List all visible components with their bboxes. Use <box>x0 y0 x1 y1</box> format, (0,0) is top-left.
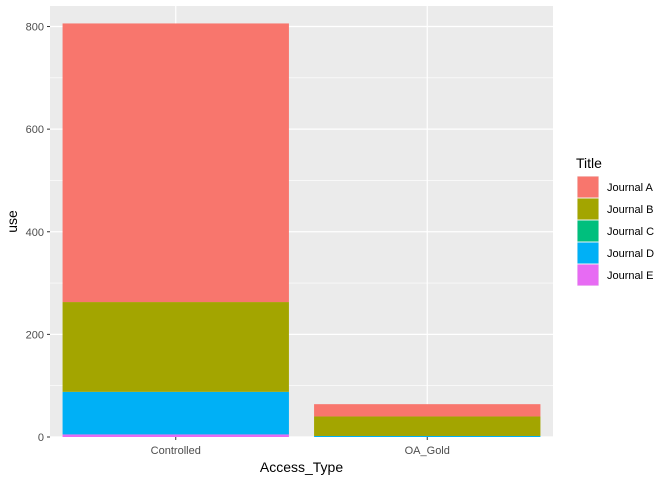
x-tick-label: OA_Gold <box>405 445 450 457</box>
bar-segment <box>314 416 541 436</box>
x-axis-title: Access_Type <box>260 459 343 475</box>
bar-segment <box>62 302 289 392</box>
y-tick-label: 600 <box>26 124 44 136</box>
legend-label: Journal D <box>607 248 654 260</box>
bar-segment <box>62 391 289 435</box>
bar-segment <box>314 404 541 417</box>
x-tick-label: Controlled <box>151 445 201 457</box>
y-axis: 0 200 400 600 800 <box>26 22 50 444</box>
bar-segment <box>62 434 289 437</box>
legend-title: Title <box>576 155 602 171</box>
y-tick-label: 0 <box>38 432 44 444</box>
bars-layer <box>62 23 541 437</box>
bar-segment <box>314 435 541 437</box>
legend-swatch <box>577 264 599 286</box>
legend-swatch <box>577 242 599 264</box>
legend-label: Journal E <box>607 270 653 282</box>
y-tick-label: 200 <box>26 329 44 341</box>
legend-label: Journal C <box>607 226 654 238</box>
legend: Title Journal A Journal B Journal C Journal… <box>576 155 654 286</box>
legend-swatch <box>577 198 599 220</box>
legend-label: Journal A <box>607 182 654 194</box>
y-axis-title: use <box>4 210 20 233</box>
y-tick-label: 400 <box>26 227 44 239</box>
y-tick-label: 800 <box>26 22 44 34</box>
x-axis: Controlled OA_Gold <box>151 437 450 457</box>
legend-swatch <box>577 220 599 242</box>
bar-segment <box>62 23 289 303</box>
legend-label: Journal B <box>607 204 653 216</box>
legend-swatch <box>577 176 599 198</box>
